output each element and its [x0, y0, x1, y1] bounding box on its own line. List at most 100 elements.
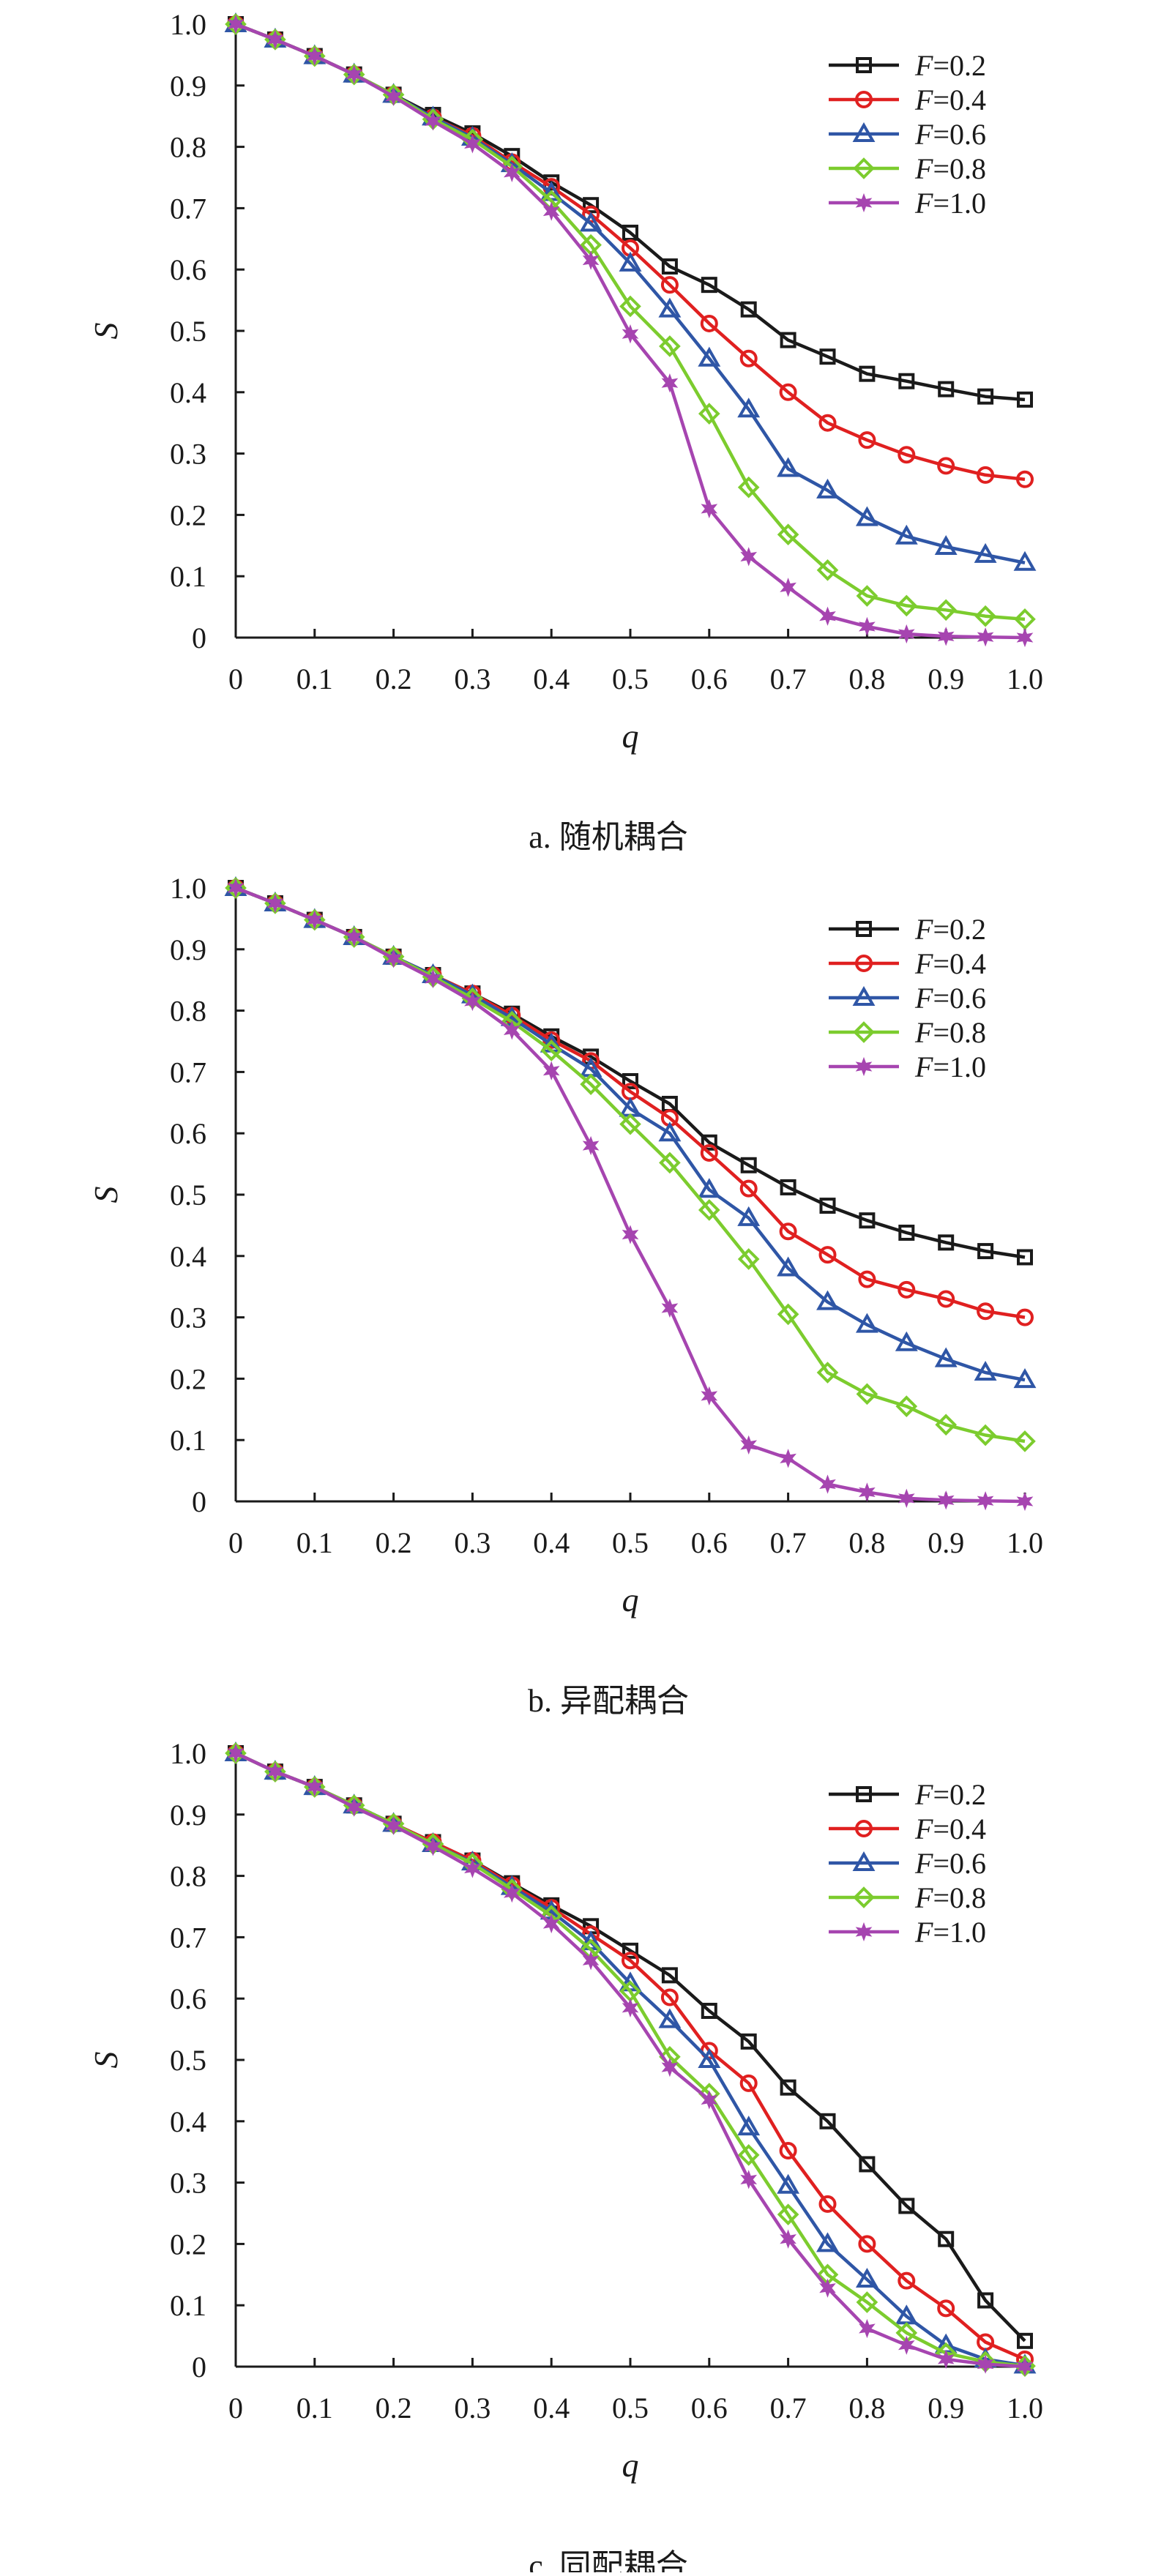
legend-item: F=0.4 [829, 1812, 986, 1845]
data-point [619, 251, 642, 272]
y-tick-label: 0.1 [170, 2289, 206, 2322]
data-point [464, 991, 481, 1012]
x-tick-label: 0.9 [928, 662, 964, 695]
data-point [346, 1797, 363, 1817]
series-line [235, 22, 1026, 565]
data-point [622, 1952, 639, 1970]
panel-caption: a. 随机耦合 [529, 819, 688, 855]
x-tick-label: 0.7 [770, 2392, 807, 2424]
legend-item: F=0.2 [829, 1778, 986, 1811]
chart-panel-2: 0 0.1 0.2 0.3 0.4 0.5 0.6 0.7 0.8 0.9 1.0 0 0.1 0.2 0.… [87, 872, 1043, 1719]
y-tick-label: 0.3 [170, 438, 206, 471]
legend-item: F=0.2 [829, 49, 986, 82]
legend-swatch-marker [852, 122, 876, 142]
data-point [737, 2144, 760, 2166]
data-point [740, 547, 758, 567]
data-point [582, 250, 600, 270]
data-point [779, 383, 797, 401]
data-point [227, 14, 245, 34]
data-point [701, 499, 718, 519]
data-point [1016, 627, 1034, 648]
y-tick-label: 0.8 [170, 995, 206, 1028]
data-point [977, 627, 994, 647]
data-point [935, 599, 958, 621]
x-tick-label: 0.6 [691, 662, 728, 695]
y-tick-label: 0.6 [170, 1117, 206, 1150]
series-F=0.8 [225, 877, 1036, 1452]
data-point [977, 2354, 994, 2374]
data-point [1014, 1430, 1036, 1452]
data-point [737, 397, 761, 418]
data-point [661, 373, 679, 393]
data-point [898, 373, 915, 389]
y-tick-label: 0.4 [170, 1240, 206, 1273]
data-point [740, 2170, 758, 2189]
panel-caption: c. 同配耦合 [529, 2548, 688, 2572]
data-point [779, 1222, 797, 1241]
series-F=1.0 [227, 878, 1034, 1512]
data-point [777, 1256, 800, 1277]
data-point [856, 2291, 878, 2313]
legend-item: F=0.6 [829, 118, 986, 151]
legend-item: F=0.6 [829, 982, 986, 1015]
data-point [977, 388, 994, 405]
legend-swatch-marker [856, 921, 872, 937]
legend-label: F=0.6 [914, 118, 986, 151]
legend-swatch-marker [853, 1886, 875, 1908]
data-point [503, 1020, 520, 1040]
legend-item: F=0.4 [829, 947, 986, 980]
data-point [227, 878, 245, 898]
data-point [780, 2079, 796, 2096]
legend-item: F=1.0 [829, 187, 986, 220]
data-point [777, 2173, 800, 2194]
legend-item: F=1.0 [829, 1050, 986, 1083]
data-point [777, 523, 799, 546]
data-point [856, 585, 878, 607]
x-tick-label: 0.7 [770, 662, 807, 695]
legend-label: F=0.8 [914, 1016, 986, 1049]
data-point [818, 414, 837, 432]
series-line [235, 1751, 1026, 2368]
data-point [974, 605, 996, 627]
x-axis-label: q [622, 2446, 639, 2484]
data-point [700, 314, 718, 332]
data-point [540, 1039, 563, 1061]
data-point [859, 1482, 876, 1502]
data-point [385, 1815, 402, 1836]
x-tick-label: 0 [228, 662, 243, 695]
data-point [658, 297, 682, 318]
data-point [895, 1395, 918, 1417]
data-point [856, 1383, 878, 1405]
data-point [661, 2057, 679, 2077]
data-point [385, 86, 402, 107]
data-point [701, 277, 717, 294]
y-axis-label: S [87, 2052, 124, 2069]
y-axis-label: S [87, 323, 124, 340]
legend-label: F=0.8 [914, 1881, 986, 1914]
data-point [619, 1113, 641, 1135]
data-point [859, 2318, 876, 2339]
data-point [777, 457, 800, 477]
data-point [938, 1234, 955, 1251]
data-point [701, 1134, 717, 1151]
series-F=1.0 [227, 1743, 1034, 2377]
data-point [1017, 2332, 1033, 2349]
data-point [816, 478, 839, 499]
x-tick-label: 0.2 [376, 2392, 412, 2424]
x-tick-label: 1.0 [1007, 662, 1043, 695]
data-point [701, 2090, 718, 2110]
data-point [934, 534, 958, 555]
data-point [542, 1914, 560, 1934]
data-point [579, 212, 602, 232]
legend-label: F=0.8 [914, 152, 986, 185]
legend-swatch-marker [856, 57, 872, 73]
legend: F=0.2F=0.4F=0.6F=0.8F=1.0 [829, 913, 986, 1083]
data-point [898, 1224, 915, 1241]
legend-label: F=0.6 [914, 1847, 986, 1880]
data-point [859, 2156, 876, 2173]
data-point [816, 2232, 839, 2252]
data-point [740, 2033, 757, 2050]
data-point [739, 1179, 758, 1198]
y-tick-label: 0.7 [170, 1056, 206, 1089]
